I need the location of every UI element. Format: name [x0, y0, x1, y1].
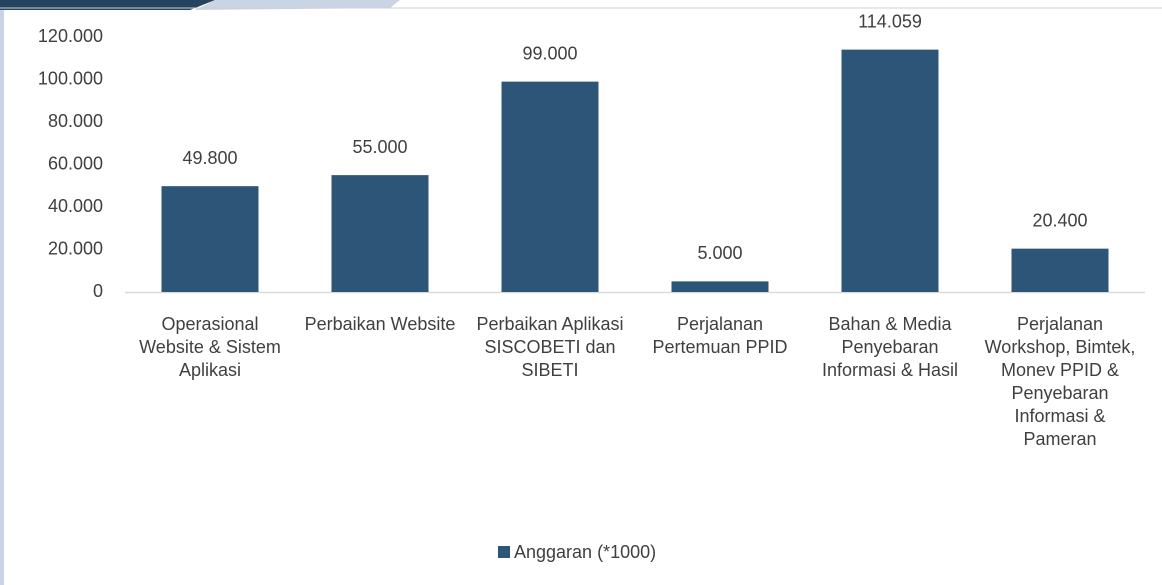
y-tick-label: 0 [93, 281, 103, 301]
bar [841, 49, 939, 292]
x-tick-label: Perbaikan Aplikasi SISCOBETI dan SIBETI [476, 314, 624, 380]
x-tick-label: Operasional Website & Sistem Aplikasi [139, 314, 281, 380]
data-label: 20.400 [1032, 210, 1087, 230]
y-tick-label: 60.000 [48, 153, 103, 173]
legend-label: Anggaran (*1000) [514, 542, 656, 562]
x-tick-label: Perjalanan Workshop, Bimtek, Monev PPID … [984, 314, 1136, 449]
decoration [0, 10, 4, 585]
y-tick-label: 40.000 [48, 196, 103, 216]
data-label: 5.000 [697, 243, 742, 263]
data-label: 55.000 [352, 137, 407, 157]
x-tick-label: Bahan & Media Penyebaran Informasi & Has… [821, 314, 959, 380]
y-tick-label: 120.000 [38, 26, 103, 46]
x-tick-label: Perjalanan Pertemuan PPID [652, 314, 788, 357]
bar [671, 281, 769, 292]
bar [501, 81, 599, 292]
bar [331, 175, 429, 292]
y-tick-label: 20.000 [48, 238, 103, 258]
data-label: 99.000 [522, 43, 577, 63]
bar [161, 186, 259, 292]
data-label: 114.059 [858, 11, 922, 31]
y-tick-label: 80.000 [48, 111, 103, 131]
x-tick-label: Perbaikan Website [304, 314, 456, 334]
data-label: 49.800 [182, 148, 237, 168]
y-tick-label: 100.000 [38, 68, 103, 88]
legend-swatch [498, 546, 510, 558]
bar [1011, 248, 1109, 292]
